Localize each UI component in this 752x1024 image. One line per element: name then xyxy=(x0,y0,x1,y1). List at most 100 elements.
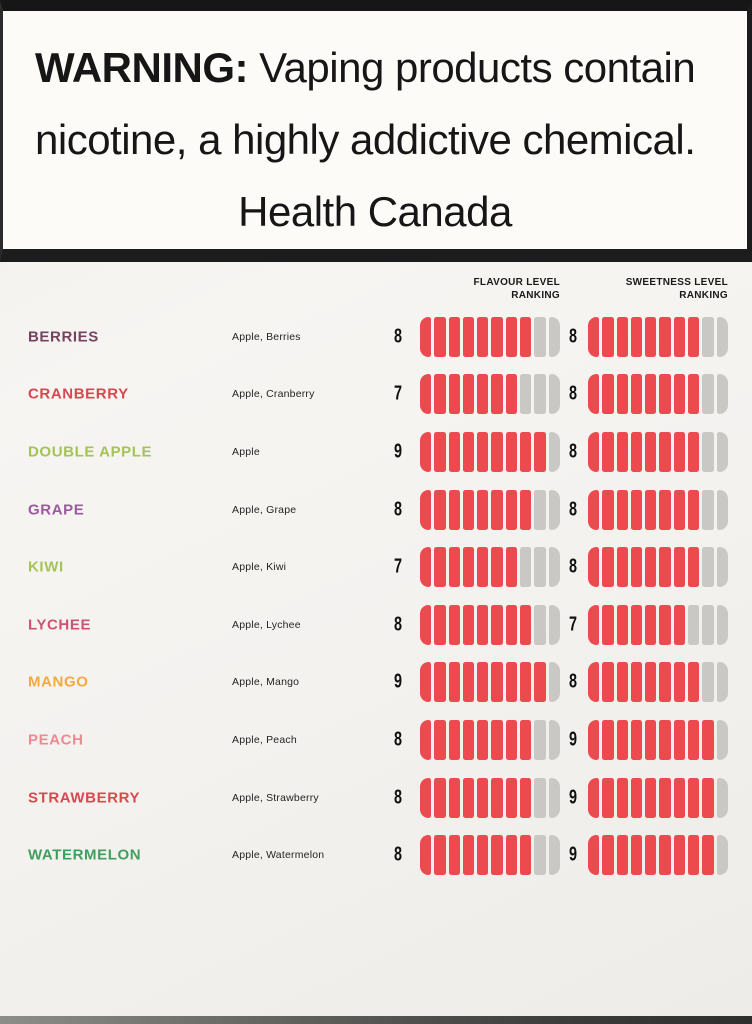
bar-segment xyxy=(534,547,546,588)
bar-segment xyxy=(548,777,560,818)
bar-segment xyxy=(477,431,489,472)
bar-segment xyxy=(616,431,628,472)
bar-segment xyxy=(616,777,628,818)
bar-segment xyxy=(520,316,532,357)
bar-segment xyxy=(548,662,560,703)
bar-segment xyxy=(491,374,503,415)
sweetness-score: 9 xyxy=(568,843,578,866)
bar-segment xyxy=(716,719,728,760)
flavour-bar xyxy=(420,777,560,818)
flavour-score: 7 xyxy=(393,382,403,405)
flavour-score: 9 xyxy=(393,670,403,693)
flavour-row: BERRIES Apple, Berries 8 8 xyxy=(0,308,752,366)
sweetness-bar xyxy=(588,489,728,530)
sweetness-bar xyxy=(588,835,728,876)
bar-segment xyxy=(434,719,446,760)
bar-segment xyxy=(477,489,489,530)
bar-segment xyxy=(602,374,614,415)
flavour-row: WATERMELON Apple, Watermelon 8 9 xyxy=(0,826,752,884)
bar-segment xyxy=(434,777,446,818)
bar-segment xyxy=(462,431,475,472)
bar-segment xyxy=(448,662,460,703)
bar-segment xyxy=(534,777,546,818)
bar-segment xyxy=(588,374,600,415)
bar-segment xyxy=(659,431,671,472)
bar-segment xyxy=(434,489,446,530)
bar-segment xyxy=(505,547,518,588)
bar-segment xyxy=(630,835,643,876)
bar-segment xyxy=(434,316,446,357)
bar-segment xyxy=(716,835,728,876)
bar-segment xyxy=(548,431,560,472)
bar-segment xyxy=(616,604,628,645)
bar-segment xyxy=(420,316,432,357)
sweetness-bar xyxy=(588,374,728,415)
flavour-score: 9 xyxy=(393,440,403,463)
bar-segment xyxy=(673,777,686,818)
sweetness-bar xyxy=(588,431,728,472)
bar-segment xyxy=(688,431,700,472)
bar-segment xyxy=(534,489,546,530)
bar-segment xyxy=(491,662,503,703)
flavour-ingredients: Apple xyxy=(232,445,260,458)
bar-segment xyxy=(688,489,700,530)
bar-segment xyxy=(420,374,432,415)
bar-segment xyxy=(673,835,686,876)
sweetness-bar xyxy=(588,777,728,818)
flavour-bar xyxy=(420,431,560,472)
bar-segment xyxy=(434,604,446,645)
flavour-row: PEACH Apple, Peach 8 9 xyxy=(0,711,752,769)
bar-segment xyxy=(602,547,614,588)
bar-segment xyxy=(616,719,628,760)
bar-segment xyxy=(588,662,600,703)
sweetness-score: 8 xyxy=(568,670,578,693)
bar-segment xyxy=(588,719,600,760)
bar-segment xyxy=(688,777,700,818)
flavour-bar xyxy=(420,835,560,876)
bar-segment xyxy=(434,547,446,588)
bar-segment xyxy=(702,547,714,588)
bar-segment xyxy=(534,431,546,472)
flavour-name: GRAPE xyxy=(28,501,85,519)
bar-segment xyxy=(702,662,714,703)
bar-segment xyxy=(448,489,460,530)
bar-segment xyxy=(434,835,446,876)
bar-segment xyxy=(462,662,475,703)
bar-segment xyxy=(630,604,643,645)
flavour-score: 7 xyxy=(393,555,403,578)
flavour-row: GRAPE Apple, Grape 8 8 xyxy=(0,481,752,539)
flavour-bar xyxy=(420,719,560,760)
bar-segment xyxy=(688,316,700,357)
bar-segment xyxy=(645,777,657,818)
bar-segment xyxy=(491,719,503,760)
bar-segment xyxy=(434,431,446,472)
bar-segment xyxy=(448,604,460,645)
warning-text-line2: nicotine, a highly addictive chemical. xyxy=(35,116,696,163)
bar-segment xyxy=(602,489,614,530)
bar-segment xyxy=(659,604,671,645)
bar-segment xyxy=(630,547,643,588)
bar-segment xyxy=(645,374,657,415)
bar-segment xyxy=(673,374,686,415)
bar-segment xyxy=(477,547,489,588)
bar-segment xyxy=(630,719,643,760)
bar-segment xyxy=(716,316,728,357)
flavour-row: CRANBERRY Apple, Cranberry 7 8 xyxy=(0,366,752,424)
bar-segment xyxy=(434,374,446,415)
sweetness-bar xyxy=(588,719,728,760)
bar-segment xyxy=(491,835,503,876)
bar-segment xyxy=(491,316,503,357)
flavour-ingredients: Apple, Watermelon xyxy=(232,849,325,862)
flavour-name: DOUBLE APPLE xyxy=(28,443,153,461)
bar-segment xyxy=(548,604,560,645)
flavour-ingredients: Apple, Grape xyxy=(232,503,297,516)
flavour-score: 8 xyxy=(393,843,403,866)
flavour-row: KIWI Apple, Kiwi 7 8 xyxy=(0,538,752,596)
bar-segment xyxy=(702,316,714,357)
flavour-bar xyxy=(420,662,560,703)
bar-segment xyxy=(673,431,686,472)
bar-segment xyxy=(673,316,686,357)
flavour-score: 8 xyxy=(393,613,403,636)
bar-segment xyxy=(520,374,532,415)
